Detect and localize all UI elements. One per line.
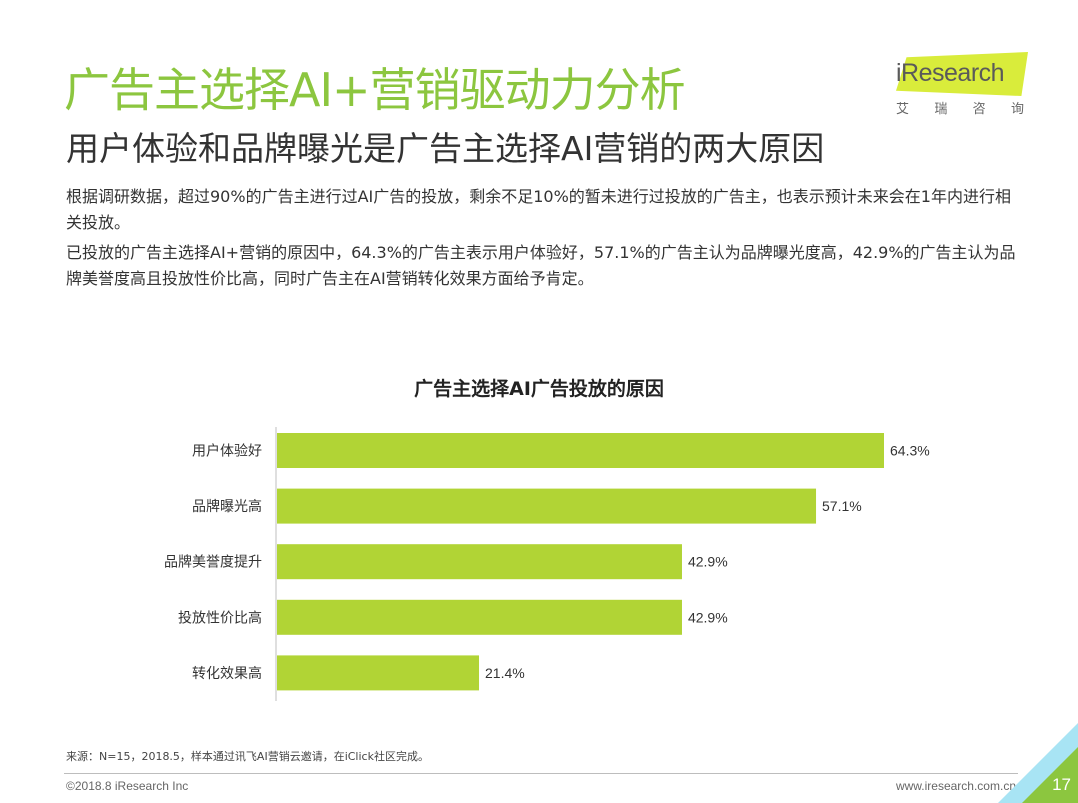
value-label: 21.4% <box>485 665 525 681</box>
logo-char: 咨 <box>972 102 986 117</box>
category-label: 品牌曝光高 <box>192 498 262 515</box>
page-corner-decoration: 17 <box>998 723 1078 803</box>
bar <box>277 544 682 580</box>
website-link[interactable]: www.iresearch.com.cn <box>895 779 1016 793</box>
iresearch-logo: iResearch 艾 瑞 咨 询 <box>888 52 1028 122</box>
value-label: 42.9% <box>688 609 728 625</box>
category-label: 品牌美誉度提升 <box>164 554 262 571</box>
value-label: 42.9% <box>688 554 728 570</box>
category-label: 用户体验好 <box>192 443 262 460</box>
logo-wordmark: iResearch <box>896 59 1005 87</box>
bar <box>277 655 480 691</box>
value-label: 57.1% <box>822 498 862 514</box>
logo-char: 瑞 <box>934 102 948 117</box>
source-note: 来源：N=15，2018.5，样本通过讯飞AI营销云邀请，在iClick社区完成… <box>66 750 429 763</box>
page-number: 17 <box>1052 775 1071 794</box>
bar <box>277 599 682 635</box>
copyright-text: ©2018.8 iResearch Inc <box>66 779 189 793</box>
page-subtitle: 用户体验和品牌曝光是广告主选择AI营销的两大原因 <box>66 129 825 168</box>
logo-chinese-name: 艾 瑞 咨 询 <box>896 98 1024 117</box>
logo-char: 询 <box>1010 102 1024 117</box>
bar <box>277 433 884 468</box>
page-title: 广告主选择AI+营销驱动力分析 <box>64 63 686 117</box>
chart-title: 广告主选择AI广告投放的原因 <box>414 378 664 400</box>
category-label: 转化效果高 <box>192 665 262 682</box>
footer-divider <box>64 773 1018 774</box>
category-label: 投放性价比高 <box>178 609 262 626</box>
body-paragraph: 根据调研数据，超过90%的广告主进行过AI广告的投放，剩余不足10%的暂未进行过… <box>66 187 1011 232</box>
body-paragraph: 已投放的广告主选择AI+营销的原因中，64.3%的广告主表示用户体验好，57.1… <box>66 243 1016 288</box>
logo-band <box>896 52 1028 96</box>
bar <box>277 488 817 524</box>
value-label: 64.3% <box>890 443 930 459</box>
logo-char: 艾 <box>896 102 910 117</box>
